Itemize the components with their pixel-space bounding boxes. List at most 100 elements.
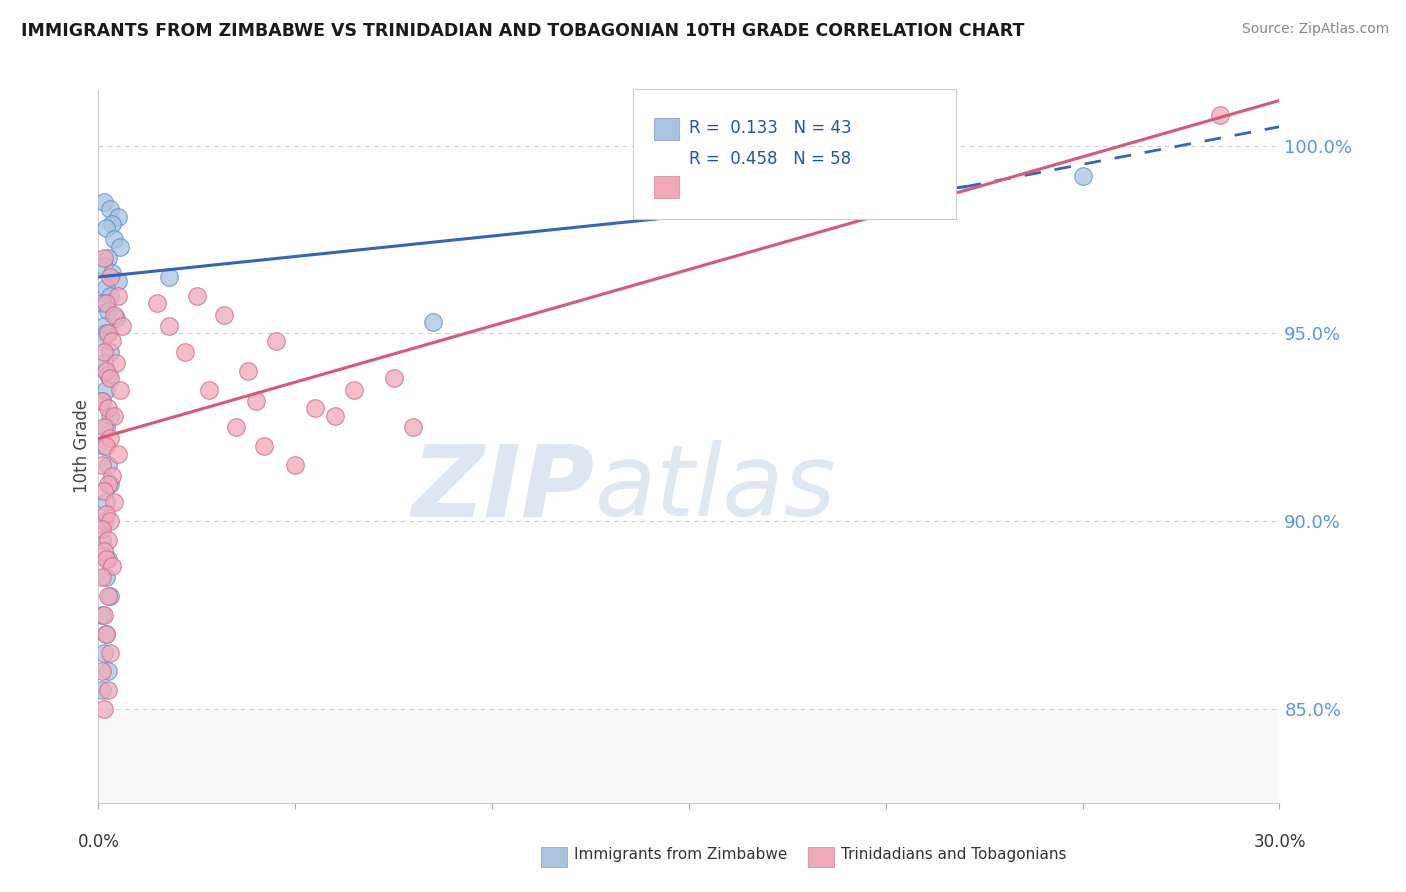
Text: IMMIGRANTS FROM ZIMBABWE VS TRINIDADIAN AND TOBAGONIAN 10TH GRADE CORRELATION CH: IMMIGRANTS FROM ZIMBABWE VS TRINIDADIAN … — [21, 22, 1025, 40]
Point — [96, 221, 118, 235]
Point — [97, 665, 120, 679]
Point — [323, 409, 346, 423]
Point — [91, 458, 114, 472]
Point — [96, 627, 118, 641]
Text: Trinidadians and Tobagonians: Trinidadians and Tobagonians — [841, 847, 1066, 862]
Point — [96, 627, 118, 641]
Point — [1071, 169, 1094, 183]
Point — [101, 559, 124, 574]
Point — [98, 589, 121, 603]
Point — [91, 607, 114, 622]
Point — [214, 308, 236, 322]
Point — [108, 383, 131, 397]
Text: 0.0%: 0.0% — [77, 833, 120, 851]
Point — [97, 551, 120, 566]
Point — [236, 364, 259, 378]
Point — [96, 296, 118, 310]
Point — [146, 296, 169, 310]
Point — [98, 409, 121, 423]
Point — [91, 296, 114, 310]
Point — [97, 401, 120, 416]
Point — [98, 476, 121, 491]
Point — [93, 544, 115, 558]
Point — [422, 315, 444, 329]
Point — [93, 514, 115, 528]
Point — [97, 683, 120, 698]
Point — [225, 420, 247, 434]
Point — [93, 194, 115, 209]
Bar — [98, 709, 1279, 803]
Point — [91, 393, 114, 408]
Point — [93, 356, 115, 370]
Point — [105, 311, 128, 326]
Point — [157, 270, 180, 285]
Text: R =  0.458   N = 58: R = 0.458 N = 58 — [689, 150, 851, 168]
Point — [91, 665, 114, 679]
Point — [264, 334, 287, 348]
Point — [93, 420, 115, 434]
Point — [96, 551, 118, 566]
Point — [101, 218, 124, 232]
Point — [98, 270, 121, 285]
Point — [304, 401, 326, 416]
Point — [93, 345, 115, 359]
Point — [98, 345, 121, 359]
Point — [186, 289, 208, 303]
Point — [97, 303, 120, 318]
Point — [96, 383, 118, 397]
Point — [98, 514, 121, 528]
Point — [93, 702, 115, 716]
Point — [97, 533, 120, 547]
Point — [107, 446, 129, 460]
Point — [97, 589, 120, 603]
Point — [96, 570, 118, 584]
Point — [107, 289, 129, 303]
Point — [91, 393, 114, 408]
Point — [97, 458, 120, 472]
Point — [98, 646, 121, 660]
Point — [91, 334, 114, 348]
Point — [157, 318, 180, 333]
Point — [96, 439, 118, 453]
Point — [91, 683, 114, 698]
Point — [98, 432, 121, 446]
Text: Source: ZipAtlas.com: Source: ZipAtlas.com — [1241, 22, 1389, 37]
Y-axis label: 10th Grade: 10th Grade — [73, 399, 91, 493]
Text: atlas: atlas — [595, 441, 837, 537]
Point — [284, 458, 307, 472]
Point — [97, 326, 120, 341]
Point — [98, 289, 121, 303]
Point — [107, 274, 129, 288]
Text: 30.0%: 30.0% — [1253, 833, 1306, 851]
Point — [93, 484, 115, 499]
Point — [101, 266, 124, 280]
Point — [98, 371, 121, 385]
Point — [101, 469, 124, 483]
Point — [96, 420, 118, 434]
Point — [96, 281, 118, 295]
Point — [91, 533, 114, 547]
Text: Immigrants from Zimbabwe: Immigrants from Zimbabwe — [574, 847, 787, 862]
Point — [93, 607, 115, 622]
Point — [253, 439, 276, 453]
Text: R =  0.133   N = 43: R = 0.133 N = 43 — [689, 119, 852, 136]
Point — [97, 368, 120, 382]
Point — [103, 308, 125, 322]
Point — [91, 570, 114, 584]
Point — [91, 522, 114, 536]
Text: ZIP: ZIP — [412, 441, 595, 537]
Point — [96, 364, 118, 378]
Point — [174, 345, 197, 359]
Point — [103, 409, 125, 423]
Point — [108, 240, 131, 254]
Point — [111, 318, 134, 333]
Point — [103, 495, 125, 509]
Point — [97, 251, 120, 265]
Point — [343, 383, 366, 397]
Point — [101, 334, 124, 348]
Point — [1209, 108, 1232, 122]
Point — [96, 507, 118, 521]
Point — [402, 420, 425, 434]
Point — [96, 495, 118, 509]
Point — [93, 318, 115, 333]
